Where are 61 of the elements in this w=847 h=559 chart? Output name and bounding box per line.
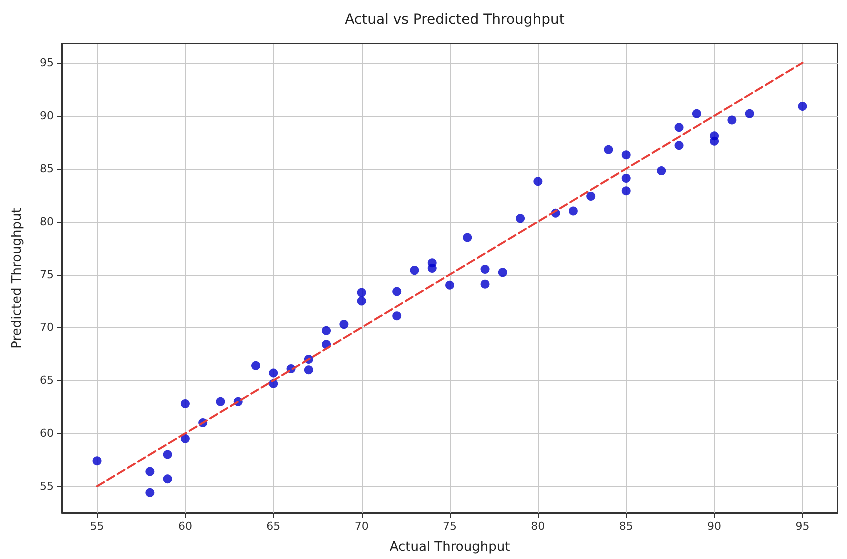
y-tick-label: 55 bbox=[40, 480, 54, 494]
x-tick-label: 85 bbox=[619, 520, 634, 533]
point bbox=[657, 166, 666, 176]
point bbox=[534, 177, 543, 186]
point bbox=[340, 320, 349, 330]
point bbox=[692, 109, 702, 118]
point bbox=[163, 474, 172, 484]
point bbox=[463, 233, 472, 242]
point bbox=[180, 434, 190, 444]
point bbox=[180, 399, 190, 408]
y-tick-label: 60 bbox=[40, 427, 54, 440]
y-tick-label: 75 bbox=[40, 268, 54, 282]
point bbox=[146, 488, 155, 498]
point bbox=[622, 186, 631, 196]
x-tick-label: 55 bbox=[90, 520, 104, 533]
x-tick-label: 80 bbox=[531, 520, 546, 533]
point bbox=[674, 141, 684, 150]
point bbox=[357, 288, 366, 298]
y-tick-label: 70 bbox=[40, 321, 54, 334]
point bbox=[710, 136, 720, 146]
point bbox=[480, 280, 490, 289]
point bbox=[392, 312, 402, 321]
point bbox=[745, 109, 754, 118]
point bbox=[728, 116, 737, 125]
point bbox=[269, 368, 278, 378]
point bbox=[674, 123, 684, 132]
point bbox=[498, 268, 508, 278]
point bbox=[146, 467, 155, 476]
x-tick-label: 95 bbox=[796, 520, 810, 533]
y-tick-label: 80 bbox=[40, 215, 54, 228]
x-tick-label: 60 bbox=[178, 520, 192, 533]
y-tick-label: 90 bbox=[40, 109, 54, 122]
point bbox=[586, 192, 596, 201]
y-axis-title: Predicted Throughput bbox=[10, 208, 25, 349]
point bbox=[568, 206, 578, 216]
x-tick-label: 90 bbox=[708, 520, 722, 533]
x-tick-label: 75 bbox=[443, 520, 457, 533]
point bbox=[163, 450, 172, 460]
point bbox=[446, 280, 454, 290]
point bbox=[428, 258, 437, 268]
point bbox=[480, 265, 490, 274]
y-tick-label: 65 bbox=[40, 374, 54, 388]
point bbox=[304, 366, 314, 375]
point bbox=[604, 145, 614, 154]
point bbox=[216, 397, 226, 406]
point bbox=[252, 361, 260, 370]
y-tick-label: 95 bbox=[40, 56, 54, 70]
point bbox=[92, 456, 102, 466]
point bbox=[516, 214, 526, 224]
point bbox=[322, 326, 332, 336]
point bbox=[410, 266, 420, 276]
y-tick-label: 85 bbox=[40, 162, 54, 176]
x-axis-title: Actual Throughput bbox=[390, 540, 510, 555]
point bbox=[357, 296, 366, 306]
x-tick-label: 70 bbox=[354, 520, 369, 533]
point bbox=[622, 150, 631, 160]
point bbox=[622, 174, 631, 183]
chart-title: Actual vs Predicted Throughput bbox=[345, 12, 566, 28]
point bbox=[798, 102, 808, 111]
point bbox=[392, 287, 402, 296]
x-tick-label: 65 bbox=[266, 520, 281, 533]
